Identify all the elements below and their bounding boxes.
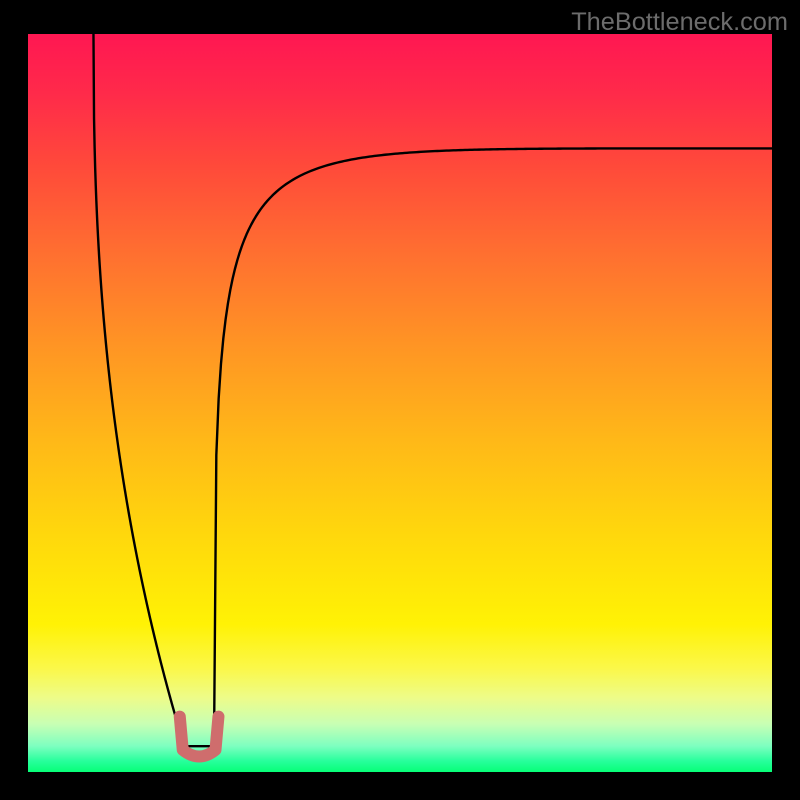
plot-area — [28, 34, 772, 772]
chart-stage: TheBottleneck.com — [0, 0, 800, 800]
plot-svg — [28, 34, 772, 772]
watermark-text: TheBottleneck.com — [571, 8, 788, 37]
gradient-background — [28, 34, 772, 772]
